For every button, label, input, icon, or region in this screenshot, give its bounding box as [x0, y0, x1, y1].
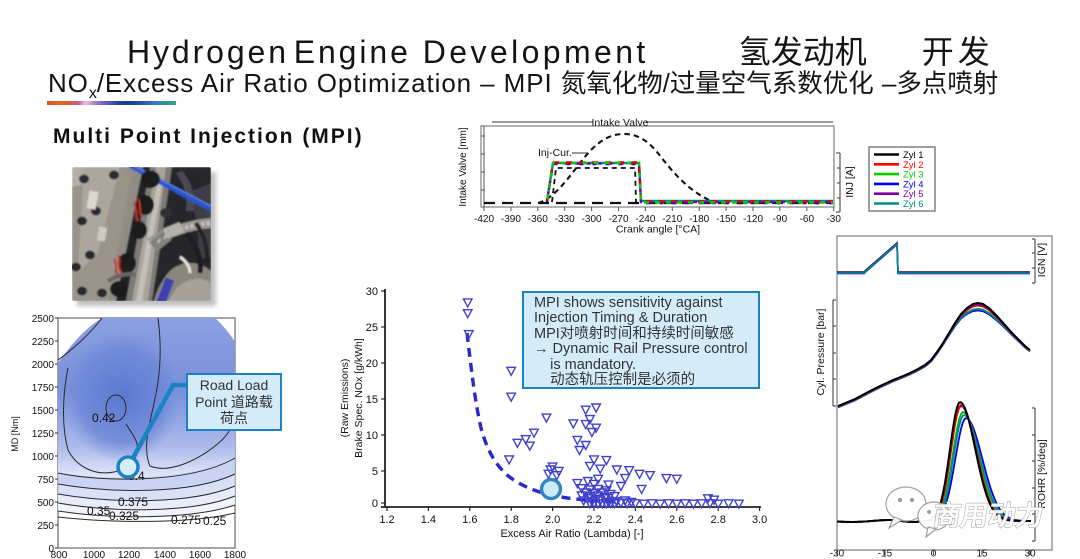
svg-text:1000: 1000 — [32, 452, 55, 463]
svg-text:Zyl 1: Zyl 1 — [903, 150, 924, 161]
svg-text:-210: -210 — [662, 214, 682, 225]
svg-text:-390: -390 — [501, 214, 521, 225]
svg-text:1750: 1750 — [32, 383, 55, 394]
svg-text:0: 0 — [931, 549, 937, 559]
svg-text:-15: -15 — [878, 549, 893, 559]
svg-text:Zyl 6: Zyl 6 — [903, 199, 924, 210]
svg-text:0.275: 0.275 — [171, 513, 201, 527]
svg-text:Intake Valve [mm]: Intake Valve [mm] — [458, 127, 469, 207]
svg-text:2500: 2500 — [32, 314, 55, 325]
svg-text:2.0: 2.0 — [545, 514, 560, 526]
svg-text:15: 15 — [976, 549, 988, 559]
svg-text:1600: 1600 — [189, 550, 212, 559]
svg-text:2.6: 2.6 — [669, 514, 684, 526]
svg-text:Zyl 4: Zyl 4 — [903, 179, 924, 190]
svg-text:30: 30 — [1024, 549, 1036, 559]
svg-text:800: 800 — [51, 550, 68, 559]
svg-text:0: 0 — [372, 498, 378, 510]
svg-text:0.375: 0.375 — [118, 495, 148, 509]
svg-text:500: 500 — [37, 498, 54, 509]
svg-text:商用动力: 商用动力 — [931, 500, 1045, 531]
svg-text:-300: -300 — [582, 214, 602, 225]
svg-text:0.25: 0.25 — [203, 514, 227, 528]
svg-text:1200: 1200 — [118, 550, 141, 559]
svg-text:-180: -180 — [689, 214, 709, 225]
svg-text:1000: 1000 — [83, 550, 106, 559]
svg-text:2250: 2250 — [32, 337, 55, 348]
svg-text:-150: -150 — [716, 214, 736, 225]
svg-text:Zyl 5: Zyl 5 — [903, 189, 924, 200]
svg-text:-240: -240 — [635, 214, 655, 225]
svg-text:Zyl 3: Zyl 3 — [903, 170, 924, 181]
svg-text:2.4: 2.4 — [628, 514, 643, 526]
svg-text:2.2: 2.2 — [586, 514, 601, 526]
svg-text:750: 750 — [37, 475, 54, 486]
svg-text:10: 10 — [366, 430, 378, 442]
svg-text:250: 250 — [37, 521, 54, 532]
svg-text:0: 0 — [48, 544, 54, 555]
svg-text:-30: -30 — [826, 214, 841, 225]
svg-text:1500: 1500 — [32, 406, 55, 417]
svg-text:-330: -330 — [555, 214, 575, 225]
svg-text:20: 20 — [366, 358, 378, 370]
svg-text:2.8: 2.8 — [711, 514, 726, 526]
svg-text:INJ [A]: INJ [A] — [844, 166, 856, 198]
svg-text:0.42: 0.42 — [92, 411, 116, 425]
svg-text:(Raw Emissions): (Raw Emissions) — [339, 359, 351, 438]
svg-text:-90: -90 — [773, 214, 788, 225]
svg-text:Inj-Cur.: Inj-Cur. — [538, 147, 572, 159]
svg-text:0.325: 0.325 — [109, 509, 139, 523]
svg-text:1.8: 1.8 — [504, 514, 519, 526]
svg-text:1.2: 1.2 — [379, 514, 394, 526]
svg-text:30: 30 — [366, 286, 378, 298]
svg-text:-270: -270 — [608, 214, 628, 225]
svg-text:Excess Air Ratio (Lambda) [-]: Excess Air Ratio (Lambda) [-] — [500, 528, 643, 540]
svg-text:-120: -120 — [743, 214, 763, 225]
svg-text:-30: -30 — [830, 549, 845, 559]
svg-text:15: 15 — [366, 394, 378, 406]
svg-text:Intake Valve: Intake Valve — [591, 117, 648, 129]
svg-text:1.4: 1.4 — [421, 514, 436, 526]
svg-text:2000: 2000 — [32, 360, 55, 371]
svg-text:-60: -60 — [800, 214, 815, 225]
svg-text:-420: -420 — [474, 214, 494, 225]
svg-text:MD [Nm]: MD [Nm] — [10, 416, 20, 452]
svg-text:0.35: 0.35 — [87, 504, 111, 518]
svg-text:Crank angle [°CA]: Crank angle [°CA] — [616, 224, 700, 236]
svg-text:IGN [V]: IGN [V] — [1036, 243, 1048, 278]
svg-text:-360: -360 — [528, 214, 548, 225]
svg-text:3.0: 3.0 — [752, 514, 767, 526]
svg-text:ROHR [%/deg]: ROHR [%/deg] — [1036, 439, 1048, 509]
svg-text:1.6: 1.6 — [462, 514, 477, 526]
svg-text:1800: 1800 — [224, 550, 247, 559]
svg-text:Brake Spec. NOx [g/kWh]: Brake Spec. NOx [g/kWh] — [353, 338, 365, 458]
svg-text:Zyl 2: Zyl 2 — [903, 160, 924, 171]
svg-text:1400: 1400 — [154, 550, 177, 559]
svg-text:1250: 1250 — [32, 429, 55, 440]
svg-text:5: 5 — [372, 466, 378, 478]
svg-text:25: 25 — [366, 322, 378, 334]
svg-text:Cyl. Pressure [bar]: Cyl. Pressure [bar] — [815, 308, 827, 395]
